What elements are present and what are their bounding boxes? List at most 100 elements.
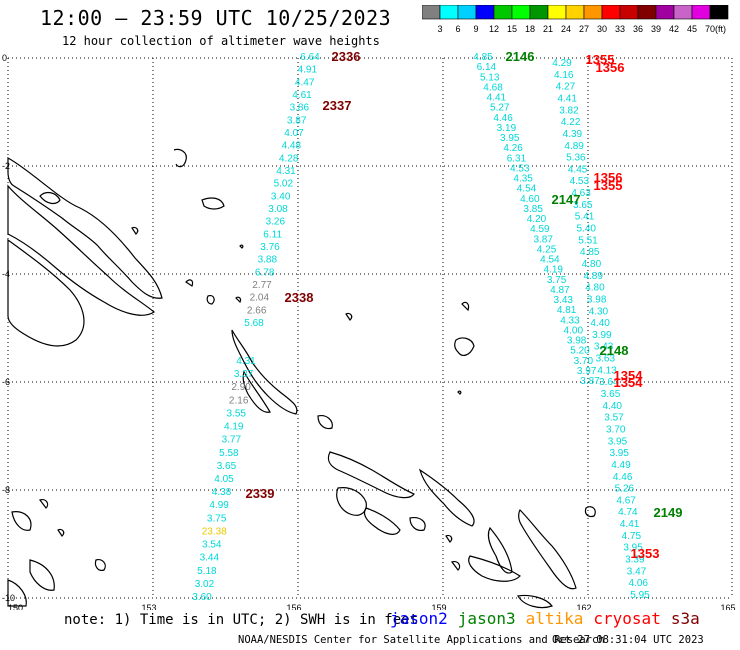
wave-height-label: 4.13 (597, 365, 617, 376)
orbit-number-label: 1353 (631, 546, 660, 561)
wave-height-label: 4.38 (212, 487, 232, 498)
wave-height-label: 4.54 (540, 255, 560, 266)
map-title: 12:00 – 23:59 UTC 10/25/2023 (40, 6, 392, 30)
legend-cryosat: cryosat (593, 609, 661, 628)
wave-height-label: 5.40 (577, 224, 597, 235)
wave-height-label: 3.40 (271, 191, 291, 202)
wave-height-label: 3.37 (234, 369, 254, 380)
wave-height-label: 3.70 (606, 424, 626, 435)
color-tick-label: 15 (507, 24, 517, 34)
wave-height-label: 3.95 (500, 133, 520, 144)
altimeter-tracks: 6.644.914.474.613.863.874.074.484.284.31… (192, 52, 650, 603)
wave-height-label: 3.82 (559, 105, 579, 116)
orbit-number-label: 2336 (332, 49, 361, 64)
wave-height-label: 3.57 (604, 413, 624, 424)
wave-height-label: 4.87 (550, 285, 570, 296)
coastlines (7, 148, 596, 609)
longitude-tick-label: 156 (286, 603, 301, 610)
wave-height-label: 2.04 (250, 293, 270, 304)
wave-height-label: 3.47 (627, 566, 647, 577)
wave-height-label: 2.90 (231, 382, 251, 393)
wave-height-label: 3.64 (599, 377, 619, 388)
wave-height-label: 6.78 (255, 267, 275, 278)
wave-height-label: 4.39 (563, 129, 583, 140)
wave-height-label: 4.59 (530, 224, 550, 235)
wave-height-label: 23.38 (202, 526, 227, 537)
wave-height-label: 3.97 (577, 366, 597, 377)
wave-height-label: 4.54 (517, 184, 537, 195)
color-tick-label: 33 (615, 24, 625, 34)
color-tick-label: 18 (525, 24, 535, 34)
wave-height-label: 3.87 (580, 376, 600, 387)
wave-height-label: 3.85 (523, 204, 543, 215)
color-tick-label: 24 (561, 24, 571, 34)
legend-s3a: s3a (670, 609, 700, 628)
wave-height-label: 5.13 (480, 72, 500, 83)
wave-height-label: 5.26 (615, 484, 635, 495)
footer-organization: NOAA/NESDIS Center for Satellite Applica… (238, 634, 605, 646)
wave-height-label: 3.43 (554, 295, 574, 306)
color-unit-label: (ft) (715, 24, 726, 34)
latitude-tick-label: 0 (2, 53, 7, 63)
orbit-number-label: 1356 (594, 170, 623, 185)
latitude-tick-label: -10 (2, 593, 15, 603)
wave-height-label: 4.40 (590, 318, 610, 329)
wave-height-label: 4.60 (520, 194, 540, 205)
wave-height-label: 5.41 (575, 212, 595, 223)
latitude-tick-label: -4 (2, 269, 10, 279)
wave-height-label: 3.54 (202, 540, 222, 551)
wave-height-label: 4.74 (618, 507, 638, 518)
wave-height-label: 4.61 (292, 90, 312, 101)
wave-height-label: 4.05 (214, 474, 234, 485)
wave-height-label: 4.99 (209, 500, 229, 511)
color-tick-label: 6 (455, 24, 460, 34)
wave-height-label: 3.19 (497, 123, 517, 134)
wave-height-label: 5.27 (490, 103, 510, 114)
wave-height-label: 3.44 (200, 553, 220, 564)
color-tick-label: 42 (669, 24, 679, 34)
wave-height-label: 4.30 (589, 306, 609, 317)
color-tick-label: 45 (687, 24, 697, 34)
wave-height-label: 3.88 (258, 255, 278, 266)
wave-height-label: 5.95 (630, 590, 650, 601)
wave-height-label: 3.87 (533, 234, 553, 245)
color-tick-label: 27 (579, 24, 589, 34)
wave-height-label: 3.95 (623, 543, 643, 554)
wave-height-label: 3.08 (268, 204, 288, 215)
wave-height-label: 4.45 (568, 164, 588, 175)
color-tick-label: 39 (651, 24, 661, 34)
wave-height-label: 4.40 (603, 401, 623, 412)
satellite-legend: jason2 jason3 altika cryosat s3a (390, 609, 710, 628)
color-tick-label: 12 (489, 24, 499, 34)
wave-height-label: 3.95 (608, 436, 628, 447)
orbit-number-label: 2337 (323, 98, 352, 113)
orbit-number-label: 2149 (654, 505, 683, 520)
wave-height-label: 4.25 (537, 244, 557, 255)
wave-height-label: 3.77 (222, 435, 242, 446)
wave-height-label: 4.27 (556, 82, 576, 93)
orbit-number-label: 2146 (506, 49, 535, 64)
wave-height-label: 6.64 (300, 52, 320, 63)
wave-height-label: 3.02 (195, 579, 215, 590)
wave-height-label: 4.53 (570, 176, 590, 187)
wave-height-label: 2.77 (252, 280, 272, 291)
color-swatch (709, 5, 729, 20)
orbit-labels: 2336233723382339214621472148214913551356… (246, 49, 683, 561)
wave-height-label: 4.28 (279, 153, 299, 164)
wave-height-label: 4.46 (493, 113, 513, 124)
longitude-tick-label: 150 (8, 603, 23, 610)
wave-height-label: 4.00 (564, 325, 584, 336)
color-scale-bar: 3 6 9 12 15 18 21 24 27 30 33 36 39 42 45 70 (ft) (422, 5, 729, 34)
latitude-tick-label: -8 (2, 485, 10, 495)
longitude-tick-label: 162 (576, 603, 591, 610)
color-tick-label: 3 (437, 24, 442, 34)
latitude-tick-label: -2 (2, 161, 10, 171)
wave-height-label: 4.91 (298, 65, 318, 76)
wave-height-label: 5.58 (219, 448, 239, 459)
wave-height-label: 4.41 (487, 93, 507, 104)
wave-height-label: 2.16 (229, 395, 249, 406)
wave-height-label: 4.49 (611, 460, 631, 471)
latitude-tick-label: -6 (2, 377, 10, 387)
wave-height-label: 4.26 (503, 143, 523, 154)
wave-height-label: 3.65 (217, 461, 237, 472)
